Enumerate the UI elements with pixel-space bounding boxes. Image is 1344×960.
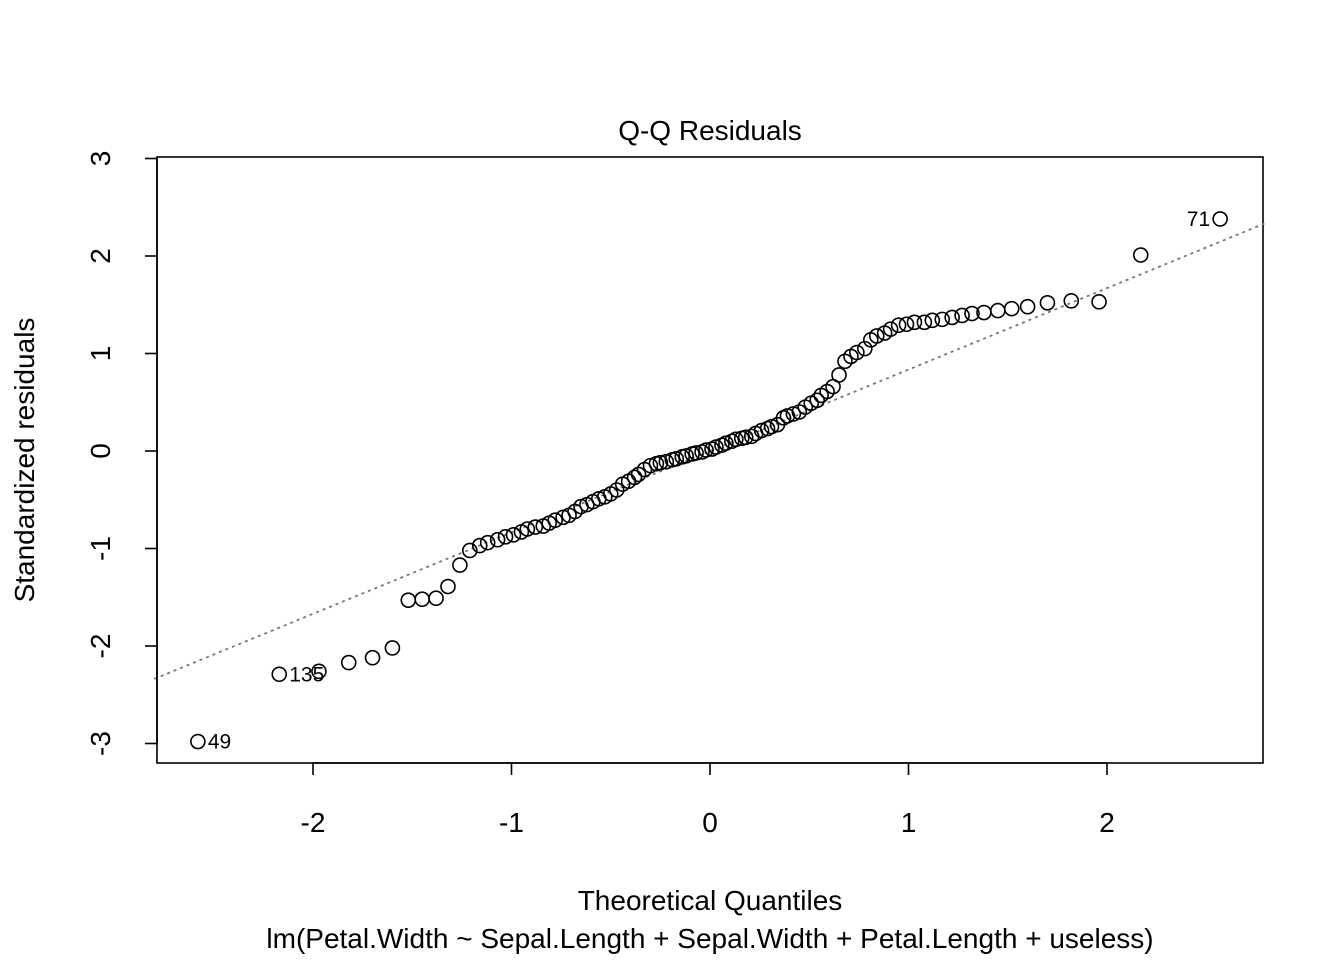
y-tick-label: 2 [85,248,116,264]
point-label: 49 [208,731,231,754]
data-point [857,340,873,357]
data-point [626,469,643,486]
data-point [809,392,825,409]
chart-title: Q-Q Residuals [618,115,802,146]
data-points [190,211,1228,750]
data-point [311,663,327,680]
data-point [452,557,468,573]
y-tick-label: 3 [85,151,116,167]
data-point [1091,294,1107,310]
x-tick-label: -1 [499,807,524,838]
data-point [763,418,780,435]
y-tick-label: -1 [85,536,116,561]
x-tick-label: 0 [702,807,718,838]
y-tick-label: -2 [85,634,116,659]
data-point [924,312,941,329]
x-axis-label: Theoretical Quantiles [578,885,843,916]
data-point [1063,293,1080,309]
y-tick-label: 0 [85,443,116,459]
data-point [608,482,625,498]
data-point [471,537,488,554]
data-point [785,406,802,422]
data-point [916,314,933,331]
data-point [990,302,1006,319]
data-point [497,528,514,545]
data-point [1212,211,1228,227]
y-axis-label: Standardized residuals [9,318,40,603]
data-point [479,534,496,551]
point-label: 135 [289,663,324,686]
data-point [1039,294,1056,311]
data-point [440,578,456,595]
data-point [954,307,970,324]
data-point [527,519,544,535]
x-tick-label: 1 [901,807,917,838]
y-tick-label: -3 [85,731,116,756]
axes: -2 -1 0 1 2 -3 -2 -1 0 1 2 3 [85,151,1115,838]
data-point [737,429,754,446]
reference-line [153,222,1267,680]
data-point [642,457,659,474]
data-point [1019,298,1036,315]
point-label: 71 [1187,208,1210,231]
data-point [547,512,563,529]
data-point [505,527,522,543]
data-point [400,592,417,608]
data-point [414,591,430,608]
data-point [489,531,506,548]
data-point [190,733,206,750]
data-point [1132,247,1149,263]
data-point [688,445,704,461]
data-point [678,448,694,464]
data-point [271,666,288,683]
data-point [658,453,675,470]
y-tick-label: 1 [85,346,116,362]
data-point [1003,300,1020,317]
data-point [753,422,770,439]
data-point [652,454,669,471]
data-point [882,321,899,337]
x-tick-label: 2 [1099,807,1115,838]
data-point [462,542,478,559]
data-point [964,305,980,322]
data-point [831,367,847,383]
data-point [898,316,915,333]
data-point [890,317,907,334]
data-point [340,654,357,671]
x-tick-label: -2 [301,807,326,838]
data-point [849,344,865,361]
data-point [698,442,714,458]
data-point [428,590,444,607]
data-point [906,314,923,331]
data-point [868,328,885,344]
data-point [519,521,536,537]
data-point [728,431,744,448]
data-point [708,439,724,455]
reference-line-layer [153,222,1267,680]
chart-subtitle: lm(Petal.Width ~ Sepal.Length + Sepal.Wi… [266,923,1153,954]
point-labels: 49 135 71 [208,208,1210,754]
data-point [364,649,381,666]
data-point [384,640,401,656]
data-point [944,309,960,326]
data-point [718,435,734,452]
data-point [934,311,951,328]
data-point [668,450,685,467]
